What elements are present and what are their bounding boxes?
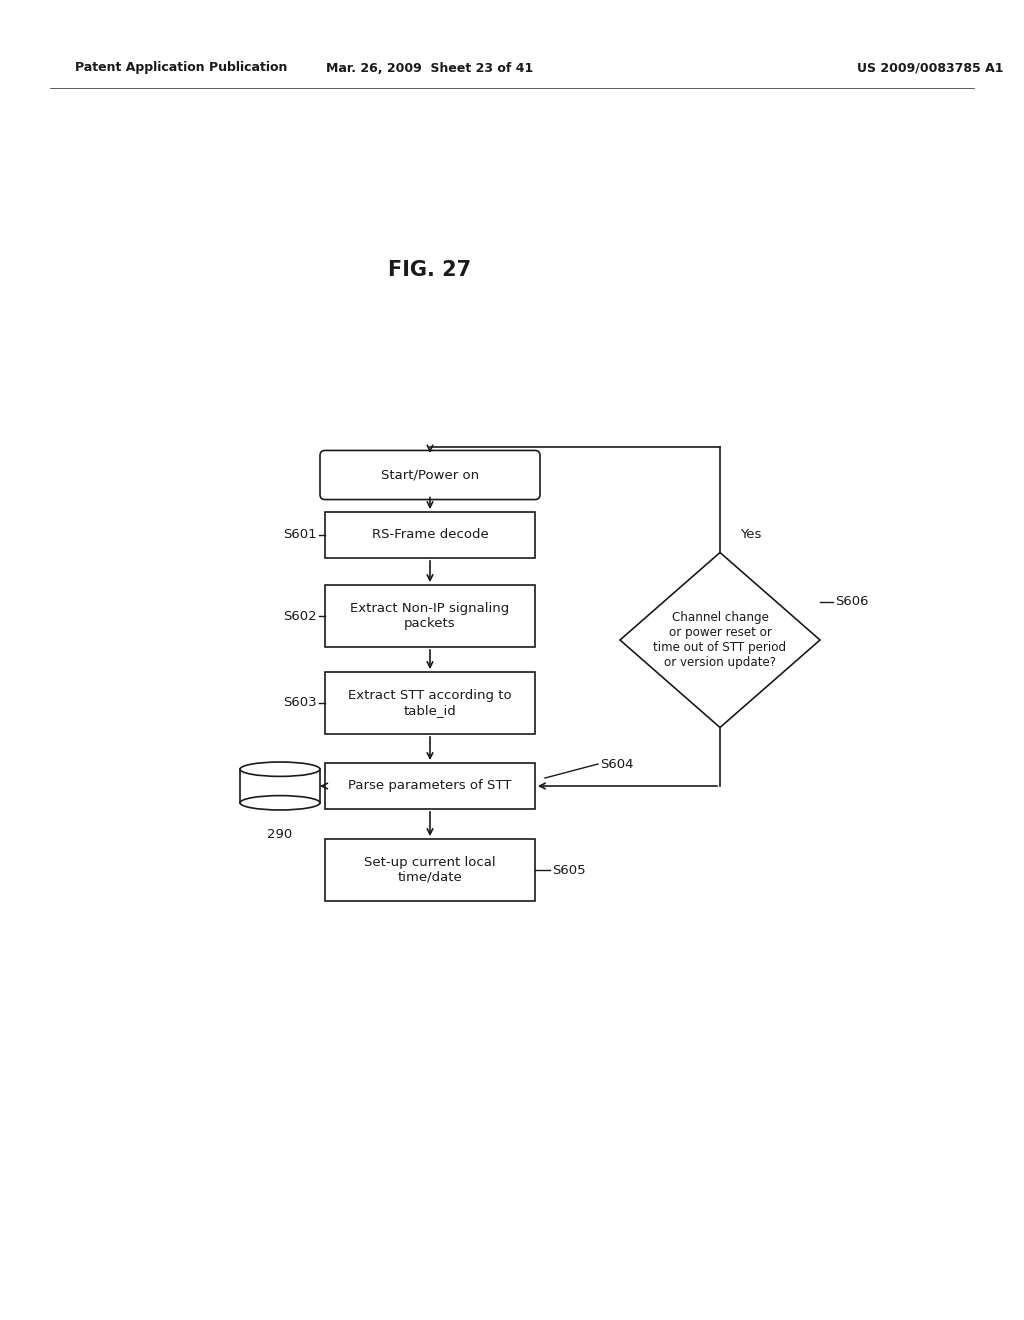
Text: Parse parameters of STT: Parse parameters of STT bbox=[348, 780, 512, 792]
Polygon shape bbox=[620, 553, 820, 727]
Text: Yes: Yes bbox=[740, 528, 762, 540]
Text: Patent Application Publication: Patent Application Publication bbox=[75, 62, 288, 74]
Text: 290: 290 bbox=[267, 828, 293, 841]
Bar bbox=[325, 512, 535, 558]
Text: S602: S602 bbox=[284, 610, 317, 623]
Ellipse shape bbox=[240, 796, 319, 810]
Text: Extract STT according to
table_id: Extract STT according to table_id bbox=[348, 689, 512, 717]
Text: Channel change
or power reset or
time out of STT period
or version update?: Channel change or power reset or time ou… bbox=[653, 611, 786, 669]
Text: RS-Frame decode: RS-Frame decode bbox=[372, 528, 488, 541]
Text: US 2009/0083785 A1: US 2009/0083785 A1 bbox=[857, 62, 1004, 74]
Text: Start/Power on: Start/Power on bbox=[381, 469, 479, 482]
Ellipse shape bbox=[240, 762, 319, 776]
Text: Set-up current local
time/date: Set-up current local time/date bbox=[365, 855, 496, 884]
Text: S601: S601 bbox=[284, 528, 317, 541]
Bar bbox=[325, 672, 535, 734]
Bar bbox=[325, 585, 535, 647]
Text: Extract Non-IP signaling
packets: Extract Non-IP signaling packets bbox=[350, 602, 510, 630]
Text: S603: S603 bbox=[284, 697, 317, 710]
FancyBboxPatch shape bbox=[319, 450, 540, 499]
Bar bbox=[240, 770, 319, 803]
Text: FIG. 27: FIG. 27 bbox=[388, 260, 472, 280]
Bar bbox=[325, 763, 535, 809]
Text: S606: S606 bbox=[835, 595, 868, 609]
Text: S604: S604 bbox=[600, 758, 634, 771]
Bar bbox=[325, 840, 535, 902]
Text: Mar. 26, 2009  Sheet 23 of 41: Mar. 26, 2009 Sheet 23 of 41 bbox=[327, 62, 534, 74]
Text: S605: S605 bbox=[552, 863, 586, 876]
